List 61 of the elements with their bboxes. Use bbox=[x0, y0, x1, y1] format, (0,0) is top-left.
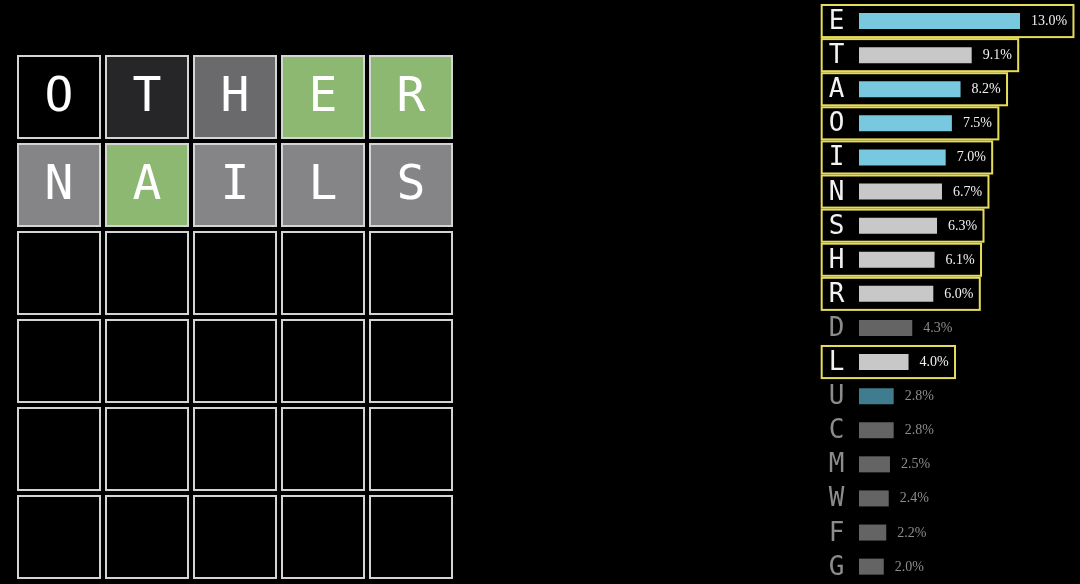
text: S bbox=[396, 154, 426, 210]
y-tick-label: O bbox=[828, 107, 845, 138]
bar bbox=[859, 183, 942, 200]
data-label: 6.0% bbox=[944, 285, 974, 301]
y-tick-label: I bbox=[828, 141, 845, 172]
y-tick-label: E bbox=[828, 5, 845, 36]
data-label: 2.4% bbox=[899, 490, 930, 506]
bar bbox=[859, 251, 935, 268]
y-tick-label: M bbox=[828, 448, 845, 479]
bar bbox=[859, 115, 952, 132]
text: E bbox=[308, 66, 338, 122]
bar bbox=[859, 558, 884, 575]
bar bbox=[859, 456, 890, 473]
data-label: 2.0% bbox=[894, 558, 925, 574]
bar bbox=[859, 285, 934, 302]
y-tick-label: R bbox=[828, 277, 845, 308]
y-tick-label: F bbox=[828, 516, 845, 547]
y-tick-label: D bbox=[828, 311, 845, 342]
bar bbox=[859, 319, 913, 336]
data-label: 4.3% bbox=[923, 319, 953, 335]
bar bbox=[859, 422, 894, 439]
text: A bbox=[132, 154, 162, 210]
bar bbox=[859, 47, 972, 64]
y-tick-label: G bbox=[828, 550, 845, 581]
text: O bbox=[44, 66, 74, 122]
bar bbox=[859, 149, 946, 166]
bar bbox=[859, 524, 887, 541]
y-tick-label: L bbox=[828, 346, 845, 377]
y-tick-label: N bbox=[828, 175, 845, 206]
bar bbox=[859, 217, 938, 234]
data-label: 2.5% bbox=[900, 456, 931, 472]
text: H bbox=[220, 66, 250, 122]
text: N bbox=[44, 154, 74, 210]
y-tick-label: A bbox=[828, 73, 845, 104]
bar bbox=[859, 13, 1020, 30]
bar bbox=[859, 354, 909, 371]
y-tick-label: T bbox=[828, 39, 845, 70]
y-tick-label: W bbox=[828, 482, 845, 513]
y-tick-label: H bbox=[828, 243, 845, 274]
text: T bbox=[132, 66, 162, 122]
data-label: 7.0% bbox=[956, 149, 987, 165]
data-label: 6.1% bbox=[945, 251, 976, 267]
data-label: 9.1% bbox=[982, 47, 1013, 63]
y-tick-label: C bbox=[828, 414, 845, 445]
text: L bbox=[308, 154, 338, 210]
bar bbox=[859, 490, 889, 507]
y-tick-label: U bbox=[828, 380, 845, 411]
data-label: 4.0% bbox=[919, 354, 950, 370]
data-label: 6.7% bbox=[952, 183, 983, 199]
data-label: 2.8% bbox=[904, 388, 935, 404]
data-label: 13.0% bbox=[1031, 13, 1068, 29]
text: R bbox=[396, 66, 426, 122]
data-label: 8.2% bbox=[971, 81, 1002, 97]
bar bbox=[859, 81, 961, 98]
data-label: 6.3% bbox=[948, 217, 978, 233]
data-label: 2.8% bbox=[904, 422, 935, 438]
data-label: 7.5% bbox=[962, 115, 993, 131]
text: I bbox=[220, 154, 250, 210]
bar bbox=[859, 388, 894, 405]
data-label: 2.2% bbox=[897, 524, 927, 540]
y-tick-label: S bbox=[828, 209, 845, 240]
